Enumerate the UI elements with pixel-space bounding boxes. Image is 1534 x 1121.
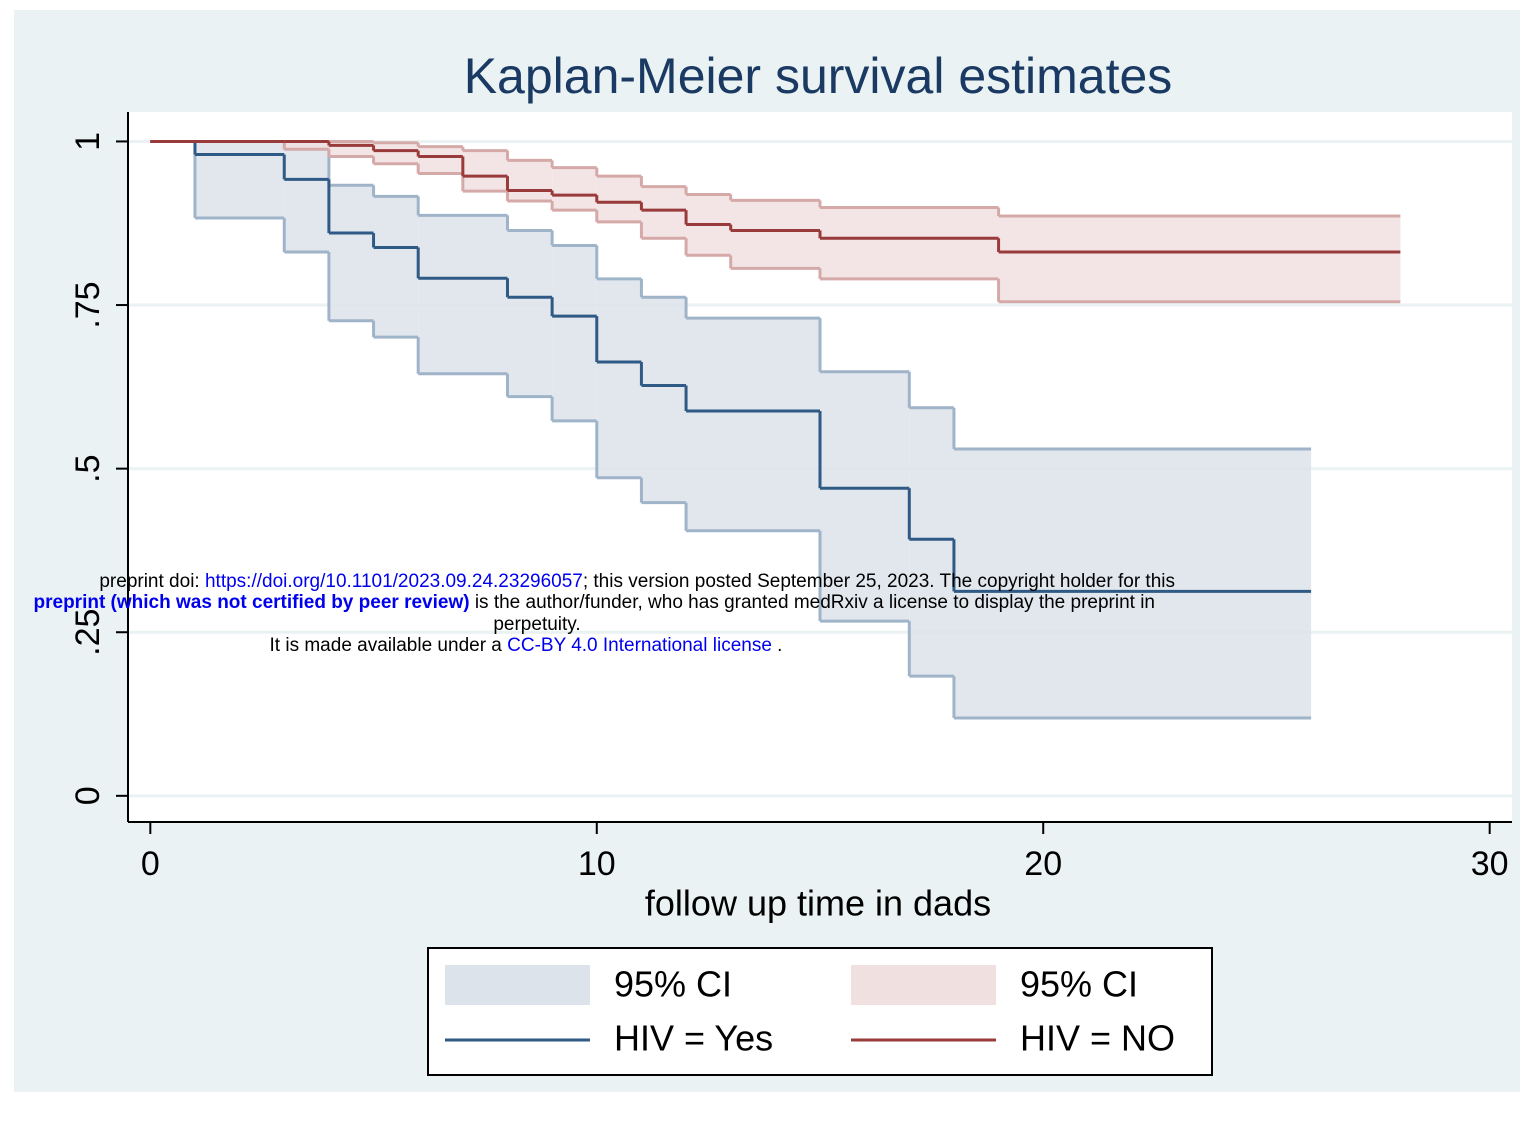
watermark-text: . <box>772 635 783 656</box>
ci-band <box>641 186 687 239</box>
ci-band <box>820 207 999 279</box>
watermark-emphasis: preprint (which was not certified by pee… <box>34 592 470 613</box>
legend-swatch <box>851 965 996 1005</box>
ci-band <box>596 176 642 222</box>
ci-band <box>373 196 419 338</box>
watermark-text: It is made available under a <box>270 635 508 656</box>
legend-label: HIV = Yes <box>614 1018 773 1059</box>
y-tick-label: .25 <box>69 609 107 656</box>
legend-label: 95% CI <box>614 964 732 1005</box>
legend-items: 95% CI HIV = Yes 95% CI HIV = NO <box>445 964 1175 1059</box>
ci-band <box>507 230 553 397</box>
legend-label: HIV = NO <box>1020 1018 1175 1059</box>
watermark-link[interactable]: https://doi.org/10.1101/2023.09.24.23296… <box>205 571 583 592</box>
ci-band <box>730 200 820 269</box>
ci-band <box>552 167 597 211</box>
ci-band <box>686 318 820 531</box>
ci-band <box>194 141 285 219</box>
legend-label: 95% CI <box>1020 964 1138 1005</box>
x-tick-label: 20 <box>1024 845 1062 883</box>
ci-bands <box>150 139 1401 720</box>
ci-band <box>418 146 463 174</box>
y-tick-label: 0 <box>69 786 107 805</box>
x-axis-label: follow up time in dads <box>645 883 991 924</box>
ci-band <box>462 150 508 192</box>
x-tick-label: 30 <box>1471 845 1509 883</box>
x-tick-label: 10 <box>578 845 616 883</box>
ci-band <box>641 297 687 503</box>
watermark-line: preprint doi: https://doi.org/10.1101/20… <box>99 571 1175 592</box>
y-tick-label: 1 <box>69 132 107 151</box>
ci-band <box>328 141 374 157</box>
watermark-line: perpetuity. <box>493 614 580 635</box>
ci-band <box>596 278 642 478</box>
x-tick-label: 0 <box>141 845 160 883</box>
ci-band <box>909 407 954 677</box>
ci-band <box>284 141 329 253</box>
chart-title: Kaplan-Meier survival estimates <box>464 48 1173 104</box>
ci-band <box>953 449 1312 718</box>
watermark-link[interactable]: CC-BY 4.0 International license <box>507 635 772 656</box>
y-tick-label: .75 <box>69 281 107 328</box>
watermark-line: It is made available under a CC-BY 4.0 I… <box>270 635 783 656</box>
watermark-text: is the author/funder, who has granted me… <box>470 592 1155 613</box>
watermark-line: preprint (which was not certified by pee… <box>34 592 1156 613</box>
ci-band <box>820 371 910 622</box>
watermark-text: preprint doi: <box>99 571 205 592</box>
y-tick-label: .5 <box>69 454 107 482</box>
watermark-text: ; this version posted September 25, 2023… <box>583 571 1175 592</box>
watermark: preprint doi: https://doi.org/10.1101/20… <box>34 571 1176 656</box>
ci-band <box>552 245 597 421</box>
ci-band <box>284 141 329 150</box>
legend-swatch <box>445 965 590 1005</box>
plot <box>116 112 1512 834</box>
survival-lines <box>150 139 1401 593</box>
ci-band <box>328 185 374 321</box>
ci-band <box>507 160 553 201</box>
ci-band <box>418 215 508 374</box>
ci-band <box>998 216 1401 302</box>
ci-band <box>373 142 419 164</box>
